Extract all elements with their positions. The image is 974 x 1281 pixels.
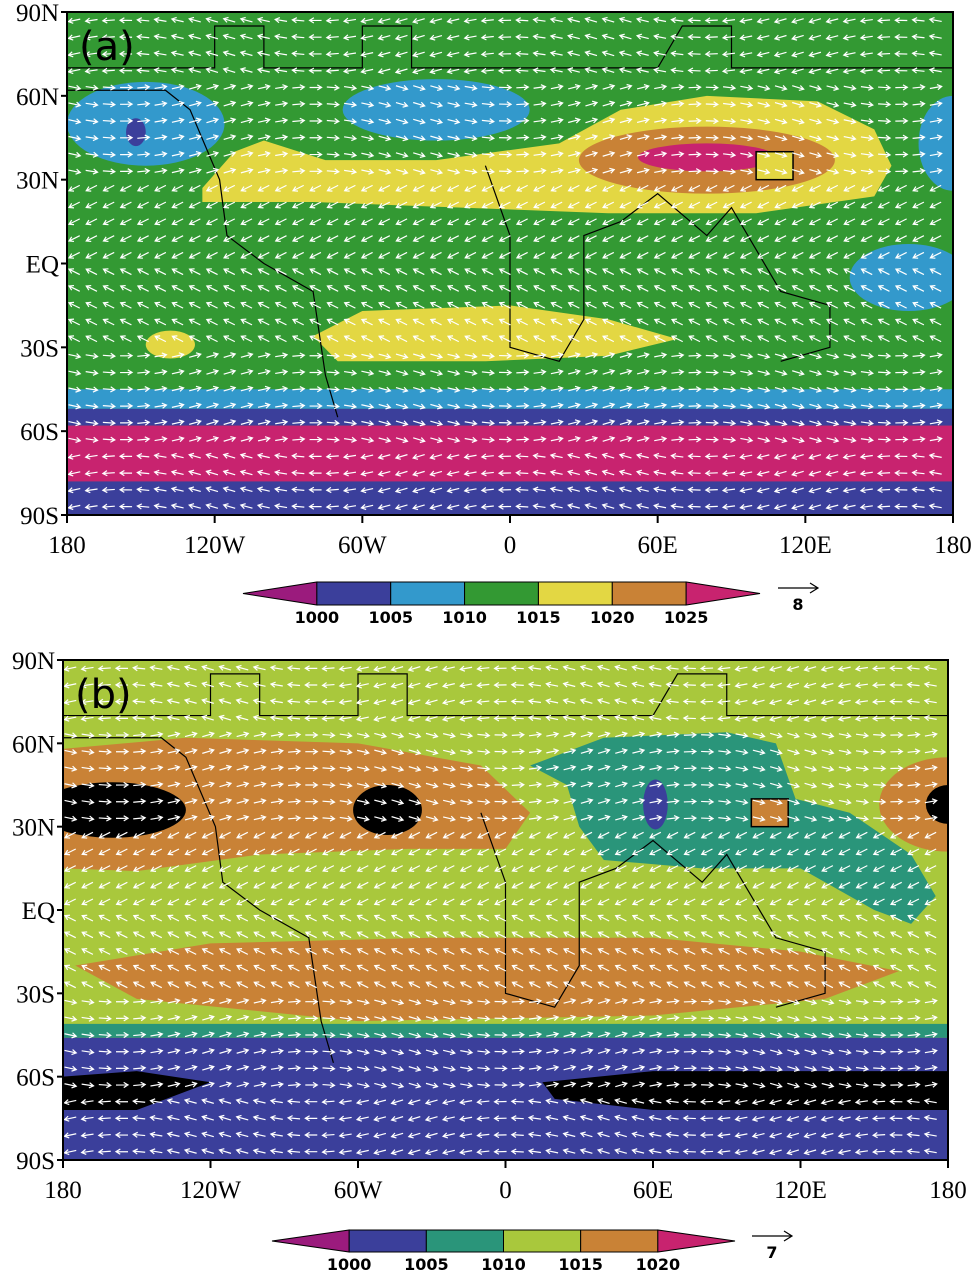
y-tick-label: 90S (16, 1148, 55, 1175)
colorbar-box (612, 582, 686, 605)
panel-label: (a) (79, 24, 135, 70)
colorbar-box (538, 582, 612, 605)
x-tick-label: 0 (504, 532, 517, 559)
reference-label: 7 (766, 1243, 777, 1262)
colorbar-box (465, 582, 539, 605)
reference-label: 8 (792, 595, 803, 614)
contour-region (38, 782, 186, 838)
colorbar-high (686, 582, 760, 605)
y-tick-label: 30N (12, 815, 55, 842)
y-tick-label: 60N (12, 731, 55, 758)
colorbar-label: 1025 (664, 608, 709, 627)
contour-region (850, 244, 968, 311)
colorbar-box (349, 1230, 426, 1252)
region-box (756, 152, 793, 180)
y-tick-label: EQ (22, 898, 55, 925)
contour-region (353, 785, 422, 835)
colorbar-label: 1005 (368, 608, 413, 627)
x-tick-label: 180 (44, 1177, 82, 1204)
y-tick-label: 60N (16, 84, 59, 111)
colorbar-low (272, 1230, 349, 1252)
contour-region (638, 143, 776, 171)
y-tick-label: EQ (26, 252, 59, 279)
contour-band (67, 481, 953, 515)
y-tick-label: 30S (20, 335, 59, 362)
colorbar-box (581, 1230, 658, 1252)
colorbar-label: 1015 (558, 1255, 603, 1274)
y-tick-label: 60S (16, 1065, 55, 1092)
map-area (67, 12, 974, 515)
region-box (751, 799, 788, 827)
x-tick-label: 120W (180, 1177, 242, 1204)
colorbar-label: 1010 (442, 608, 487, 627)
y-tick-label: 30N (16, 168, 59, 195)
colorbar-label: 1000 (295, 608, 340, 627)
x-tick-label: 60E (633, 1177, 673, 1204)
y-tick-label: 60S (20, 419, 59, 446)
colorbar-box (317, 582, 391, 605)
x-tick-label: 120W (184, 532, 246, 559)
x-tick-label: 180 (934, 532, 972, 559)
y-tick-label: 90N (16, 0, 59, 27)
panel-label: (b) (75, 672, 132, 718)
colorbar-box (426, 1230, 503, 1252)
y-tick-label: 90N (12, 648, 55, 675)
x-tick-label: 120E (779, 532, 832, 559)
reference-arrow (778, 583, 818, 593)
x-tick-label: 60E (638, 532, 678, 559)
colorbar-box (391, 582, 465, 605)
colorbar-label: 1020 (590, 608, 635, 627)
x-tick-label: 60W (338, 532, 387, 559)
colorbar-label: 1015 (516, 608, 561, 627)
x-tick-label: 180 (929, 1177, 967, 1204)
colorbar-high (658, 1230, 735, 1252)
colorbar-box (504, 1230, 581, 1252)
colorbar-label: 1000 (327, 1255, 372, 1274)
colorbar-low (243, 582, 317, 605)
colorbar-label: 1005 (404, 1255, 449, 1274)
x-tick-label: 0 (499, 1177, 512, 1204)
x-tick-label: 180 (48, 532, 86, 559)
contour-region (542, 1071, 948, 1110)
colorbar-label: 1020 (636, 1255, 681, 1274)
colorbar-label: 1010 (481, 1255, 526, 1274)
contour-region (146, 331, 195, 359)
reference-arrow (752, 1231, 792, 1241)
y-tick-label: 90S (20, 503, 59, 530)
contour-region (643, 779, 668, 829)
x-tick-label: 120E (774, 1177, 827, 1204)
x-tick-label: 60W (334, 1177, 383, 1204)
y-tick-label: 30S (16, 981, 55, 1008)
map-area (38, 660, 974, 1160)
